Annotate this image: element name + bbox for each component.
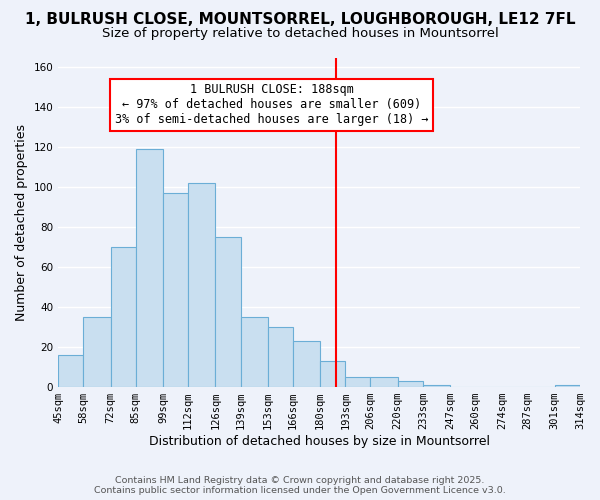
Y-axis label: Number of detached properties: Number of detached properties	[15, 124, 28, 320]
Bar	[163, 193, 188, 386]
Text: Contains public sector information licensed under the Open Government Licence v3: Contains public sector information licen…	[94, 486, 506, 495]
Bar	[555, 384, 580, 386]
Text: 1, BULRUSH CLOSE, MOUNTSORREL, LOUGHBOROUGH, LE12 7FL: 1, BULRUSH CLOSE, MOUNTSORREL, LOUGHBORO…	[25, 12, 575, 28]
X-axis label: Distribution of detached houses by size in Mountsorrel: Distribution of detached houses by size …	[149, 434, 490, 448]
Bar	[136, 149, 163, 386]
Bar	[293, 340, 320, 386]
Bar	[83, 317, 110, 386]
Bar	[370, 376, 398, 386]
Text: Size of property relative to detached houses in Mountsorrel: Size of property relative to detached ho…	[101, 28, 499, 40]
Bar	[398, 380, 423, 386]
Bar	[58, 354, 83, 386]
Text: Contains HM Land Registry data © Crown copyright and database right 2025.: Contains HM Land Registry data © Crown c…	[115, 476, 485, 485]
Bar	[320, 360, 345, 386]
Bar	[241, 317, 268, 386]
Bar	[345, 376, 370, 386]
Bar	[268, 327, 293, 386]
Text: 1 BULRUSH CLOSE: 188sqm
← 97% of detached houses are smaller (609)
3% of semi-de: 1 BULRUSH CLOSE: 188sqm ← 97% of detache…	[115, 84, 428, 126]
Bar	[110, 247, 136, 386]
Bar	[215, 237, 241, 386]
Bar	[188, 183, 215, 386]
Bar	[423, 384, 450, 386]
